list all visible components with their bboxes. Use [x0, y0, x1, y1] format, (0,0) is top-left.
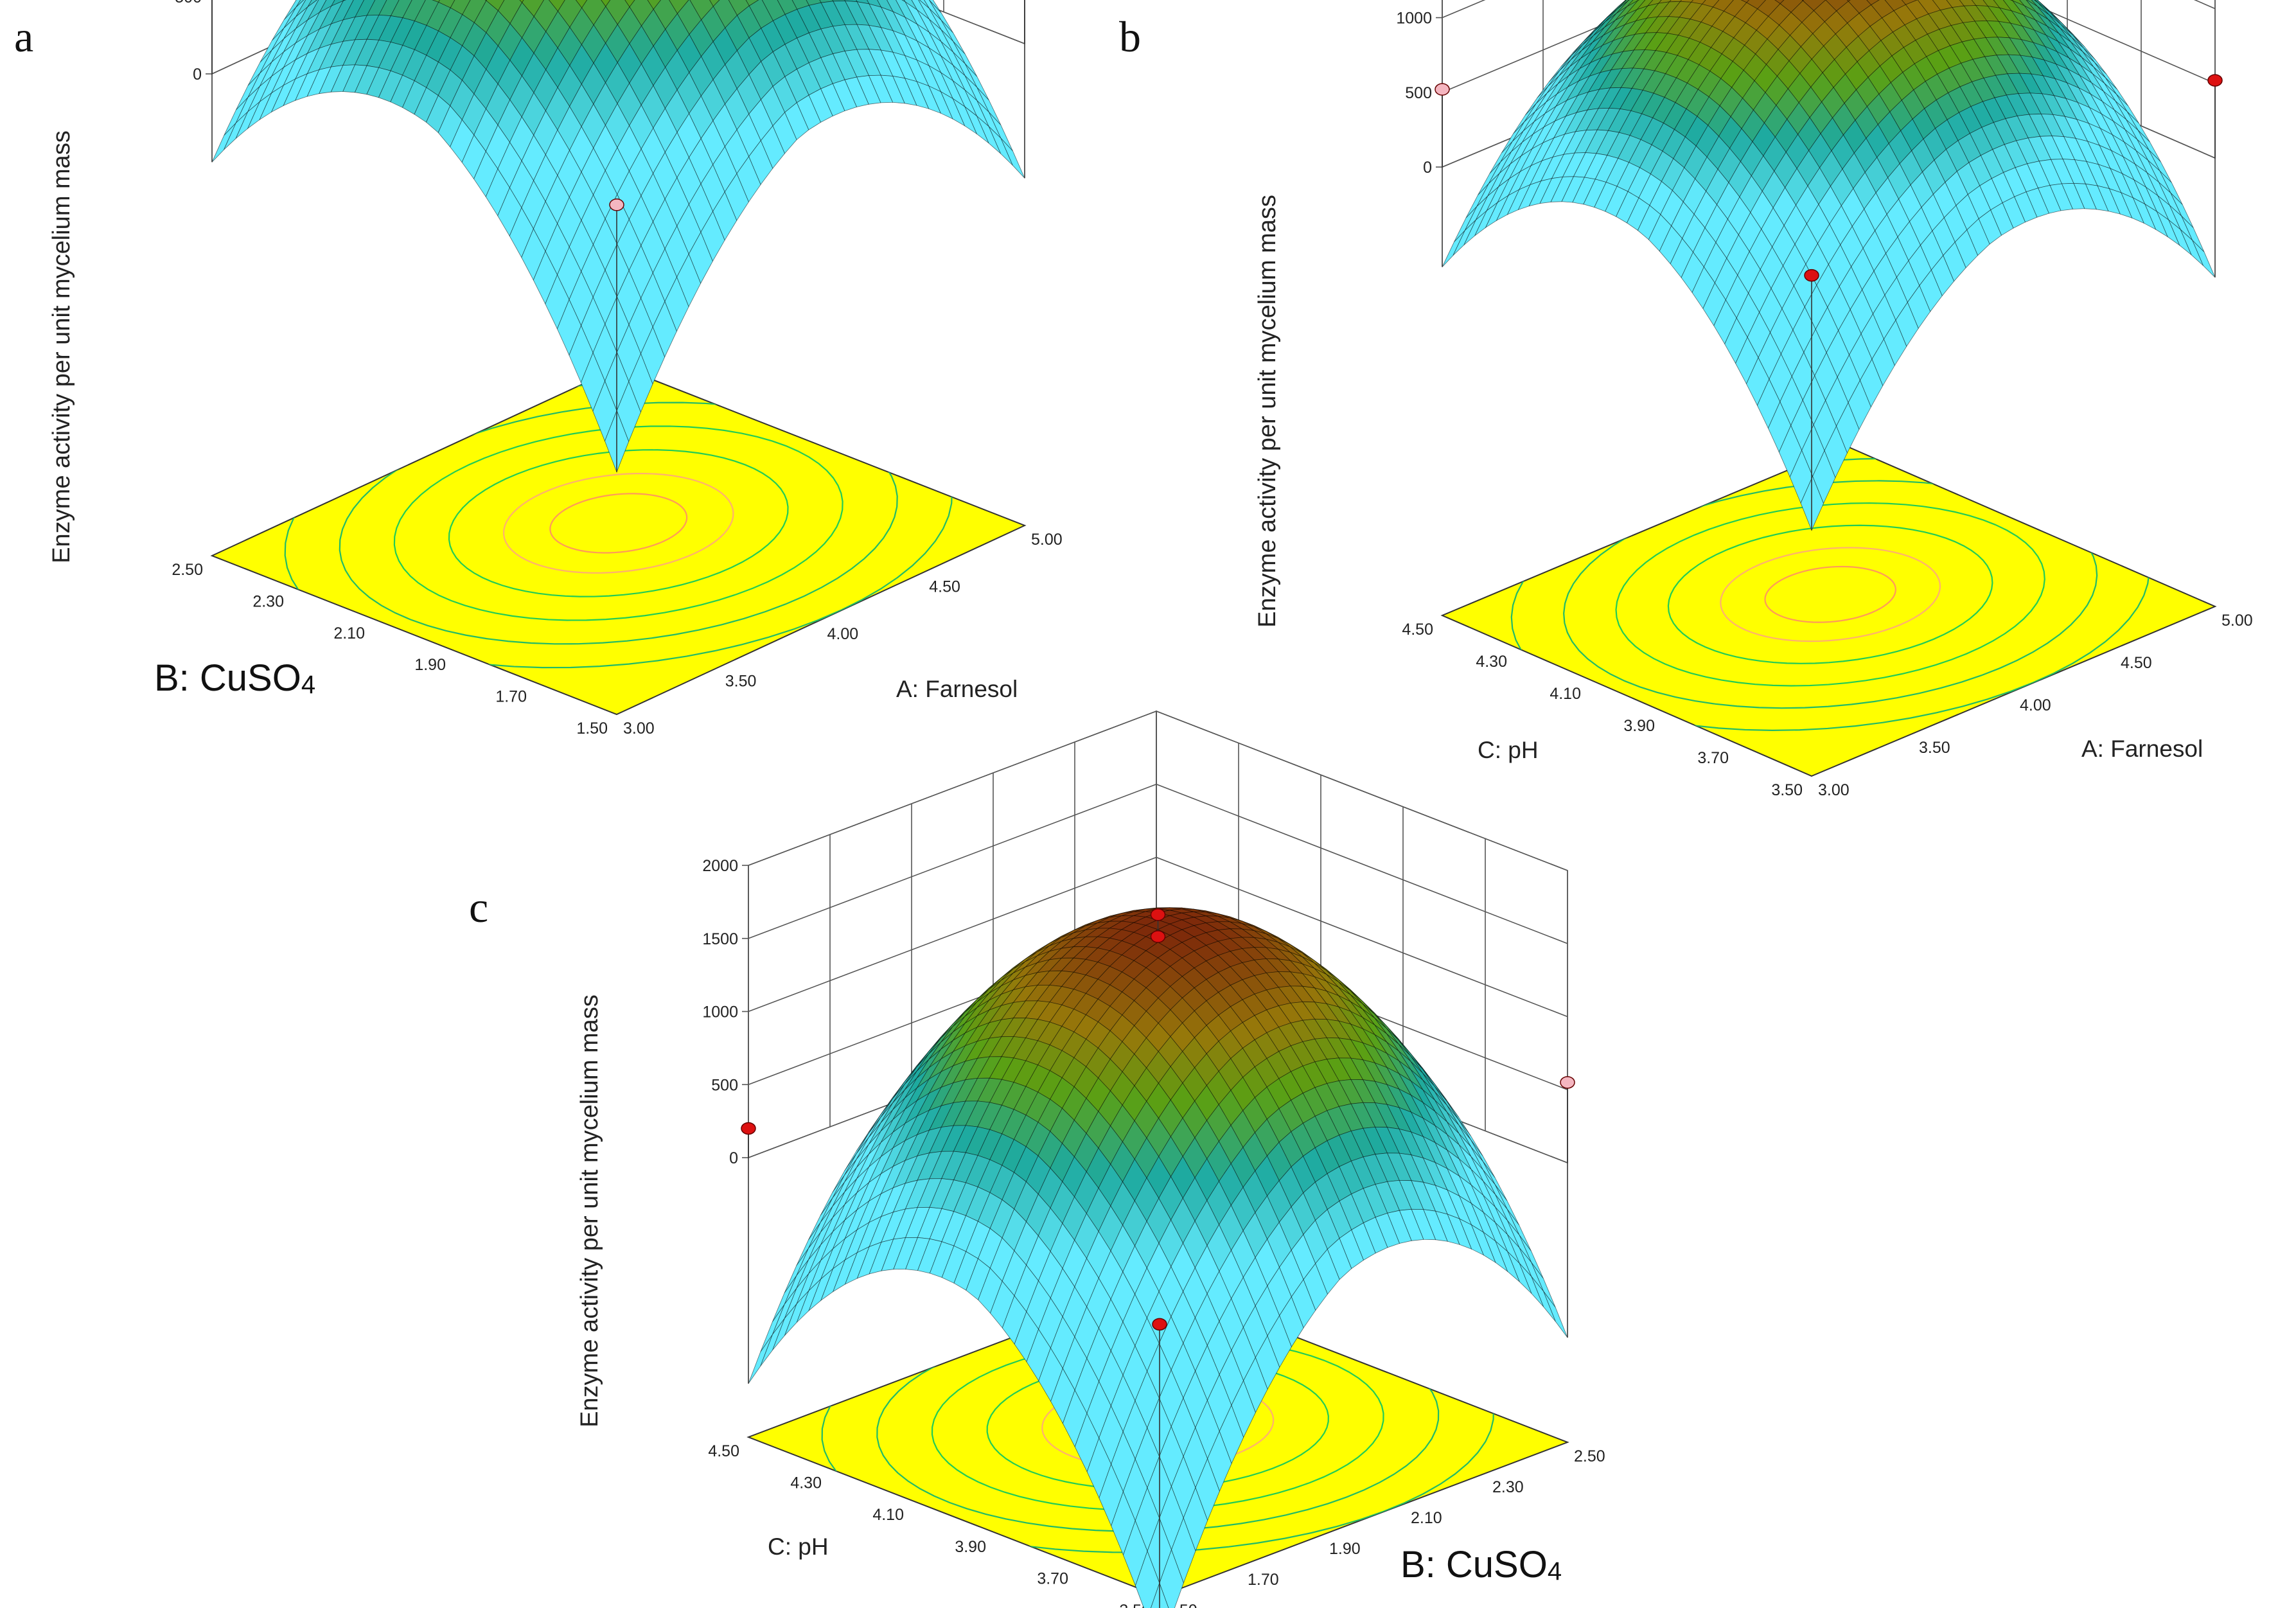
design-point	[610, 199, 624, 211]
surface-cell	[1544, 1291, 1568, 1338]
x-tick-label: 5.00	[1031, 531, 1063, 549]
y-tick-label: 1.70	[495, 688, 527, 706]
y-tick-label: 4.50	[1402, 621, 1433, 639]
y-tick-label: 4.10	[1550, 685, 1581, 703]
z-axis-label: Enzyme activity per unit mycelium mass	[48, 130, 75, 563]
panel-a-surface	[212, 0, 1025, 472]
y-tick-label: 3.50	[1771, 781, 1803, 799]
design-point	[1435, 84, 1449, 95]
design-point	[1151, 931, 1165, 942]
x-tick-label: 2.10	[1411, 1509, 1442, 1527]
z-tick-label: 0	[1423, 159, 1432, 177]
contour-plane	[1442, 446, 2215, 776]
panel-b-surface	[1442, 0, 2215, 531]
z-tick-label: 1000	[1396, 10, 1432, 28]
surface-cell	[212, 123, 236, 163]
figure-canvas: 0 500 1000 1500 2000 3.00 3.50 4.00 4.50 5.00 1.50…	[0, 0, 2296, 1608]
x-tick-label: 4.00	[2020, 696, 2051, 714]
design-point	[1152, 1318, 1167, 1330]
z-tick-label: 500	[711, 1076, 738, 1094]
panel-letter: a	[14, 12, 33, 61]
design-point	[741, 1123, 755, 1135]
panel-c: 0 500 1000 1500 2000 1.50 1.70 1.90 2.10 2.30 2.50…	[469, 711, 1605, 1608]
z-tick-label: 1500	[702, 930, 738, 948]
x-axis-label: A: Farnesol	[2081, 736, 2203, 762]
y-tick-label: 3.70	[1697, 749, 1729, 767]
design-point	[2208, 75, 2222, 86]
y-tick-label: 4.30	[790, 1474, 822, 1492]
x-tick-label: 4.50	[929, 578, 960, 596]
x-tick-label: 1.70	[1248, 1571, 1279, 1589]
y-tick-label: 2.30	[252, 592, 284, 610]
y-tick-label: 1.90	[414, 656, 446, 674]
z-tick-label: 0	[193, 66, 202, 84]
z-tick-label: 500	[175, 0, 202, 6]
y-tick-label: 2.50	[172, 561, 203, 579]
z-gridline	[748, 711, 1567, 870]
z-tick-label: 0	[729, 1149, 738, 1167]
design-point	[1560, 1077, 1575, 1088]
x-tick-label: 5.00	[2221, 612, 2253, 630]
z-tick-label: 1000	[702, 1003, 738, 1021]
x-tick-label: 2.50	[1574, 1447, 1605, 1465]
z-tick-label: 500	[1405, 84, 1432, 102]
x-tick-label: 3.00	[1818, 781, 1850, 799]
y-tick-label: 3.70	[1037, 1569, 1068, 1587]
panel-a: 05001000150020003.003.504.004.505.001.50…	[14, 0, 1063, 738]
y-tick-label: 3.90	[1623, 717, 1655, 735]
panel-letter: b	[1119, 12, 1141, 61]
y-tick-label: 2.10	[333, 624, 365, 642]
x-tick-label: 3.00	[623, 720, 655, 738]
y-axis-label: B: CuSO4	[154, 657, 315, 699]
x-tick-label: 4.50	[2121, 654, 2152, 672]
x-tick-label: 4.00	[827, 625, 859, 643]
design-point	[1151, 909, 1165, 921]
y-tick-label: 1.50	[576, 720, 608, 738]
panel-c-surface	[748, 908, 1567, 1608]
y-axis-label: C: pH	[768, 1533, 829, 1560]
panel-b: 05001000150020003.003.504.004.505.003.50…	[1119, 0, 2253, 799]
x-axis-label: A: Farnesol	[896, 676, 1018, 702]
y-tick-label: 4.10	[872, 1506, 904, 1524]
surface-cell	[1442, 231, 1465, 267]
y-axis-label: C: pH	[1478, 737, 1539, 763]
panel-b-contour-floor	[1442, 446, 2215, 776]
x-tick-label: 1.90	[1329, 1540, 1361, 1558]
x-tick-label: 3.50	[725, 673, 757, 691]
surface-cell	[1001, 138, 1025, 178]
surface-cell	[748, 1334, 773, 1383]
z-axis-label: Enzyme activity per unit mycelium mass	[1254, 195, 1281, 628]
y-tick-label: 3.90	[955, 1538, 986, 1556]
z-axis-label: Enzyme activity per unit mycelium mass	[576, 994, 603, 1427]
x-axis-label: B: CuSO4	[1400, 1544, 1562, 1586]
y-tick-label: 4.30	[1476, 653, 1507, 671]
x-tick-label: 2.30	[1492, 1478, 1524, 1496]
x-tick-label: 3.50	[1919, 739, 1950, 757]
panel-letter: c	[469, 883, 488, 932]
z-tick-label: 2000	[702, 857, 738, 875]
y-tick-label: 4.50	[708, 1442, 739, 1460]
design-point	[1805, 270, 1819, 281]
